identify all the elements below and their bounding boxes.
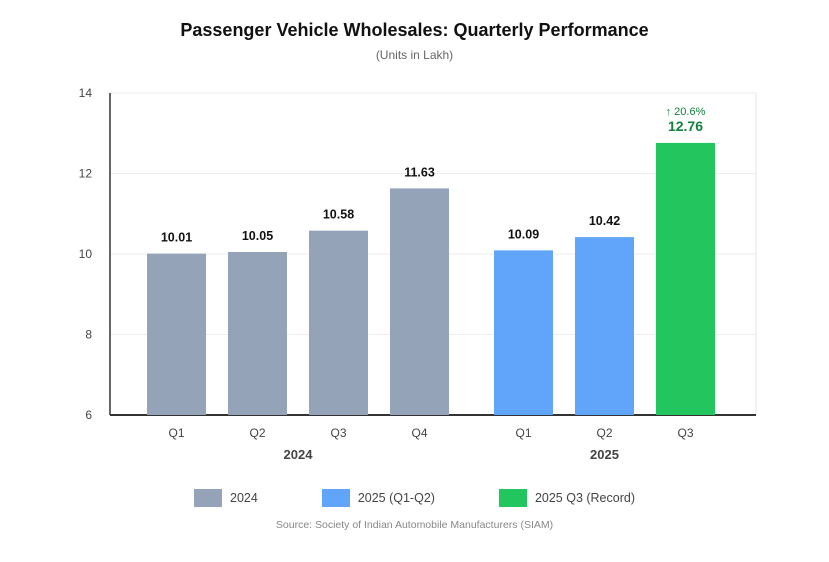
y-tick-label-12: 12	[79, 167, 93, 181]
legend-item-2025-q3-record: 2025 Q3 (Record)	[498, 489, 635, 507]
group-label-2024: 2024	[284, 447, 314, 462]
bar-2024-q4	[390, 188, 449, 415]
bar-2024-q1	[147, 253, 206, 415]
data-label-2025-q3: 12.76	[668, 118, 703, 134]
data-label-2024-q2: 10.05	[242, 229, 273, 243]
y-tick-label-14: 14	[79, 86, 93, 100]
chart-title: Passenger Vehicle Wholesales: Quarterly …	[180, 20, 649, 40]
chart-legend: 2024 2025 (Q1-Q2) 2025 Q3 (Record)	[0, 489, 829, 507]
bar-2024-q3	[309, 230, 368, 415]
legend-label-2025-q1-q2: 2025 (Q1-Q2)	[357, 491, 435, 505]
x-tick-label-2024-q4: Q4	[411, 426, 427, 440]
y-tick-label-10: 10	[79, 247, 93, 261]
legend-label-2024: 2024	[230, 491, 258, 505]
bar-2025-q2	[575, 237, 634, 415]
x-tick-label-2024-q2: Q2	[249, 426, 265, 440]
x-tick-label-2025-q3: Q3	[677, 426, 693, 440]
data-label-2024-q4: 11.63	[404, 165, 435, 179]
bar-2025-q1	[494, 250, 553, 415]
legend-swatch-2025-q3-record	[498, 489, 527, 507]
chart-subtitle: (Units in Lakh)	[375, 48, 454, 62]
data-label-2025-q2: 10.42	[589, 214, 620, 228]
data-label-2024-q3: 10.58	[323, 208, 354, 222]
y-tick-label-8: 8	[85, 328, 92, 342]
legend-item-2025-q1-q2: 2025 (Q1-Q2)	[321, 489, 435, 507]
legend-item-2024: 2024	[194, 489, 258, 507]
x-tick-label-2024-q3: Q3	[330, 426, 346, 440]
data-label-2024-q1: 10.01	[161, 231, 192, 245]
bar-chart: 6 8 10 12 14 10.01 Q1 10.05 Q2 10.58 Q3 11.63 Q4 2024…	[79, 86, 757, 462]
data-label-2025-q1: 10.09	[508, 227, 539, 241]
group-label-2025: 2025	[590, 447, 619, 462]
y-tick-label-6: 6	[85, 408, 92, 422]
legend-swatch-2024	[194, 489, 222, 507]
bar-2024-q2	[228, 251, 287, 415]
x-tick-label-2025-q2: Q2	[596, 426, 612, 440]
legend-label-2025-q3-record: 2025 Q3 (Record)	[534, 491, 635, 505]
annotation-2025-q3: ↑ 20.6%	[666, 106, 706, 118]
x-tick-label-2024-q1: Q1	[168, 426, 184, 440]
bar-2025-q3	[656, 142, 715, 415]
legend-swatch-2025-q1-q2	[321, 489, 350, 507]
x-tick-label-2025-q1: Q1	[515, 426, 531, 440]
chart-source: Source: Society of Indian Automobile Man…	[275, 519, 554, 531]
